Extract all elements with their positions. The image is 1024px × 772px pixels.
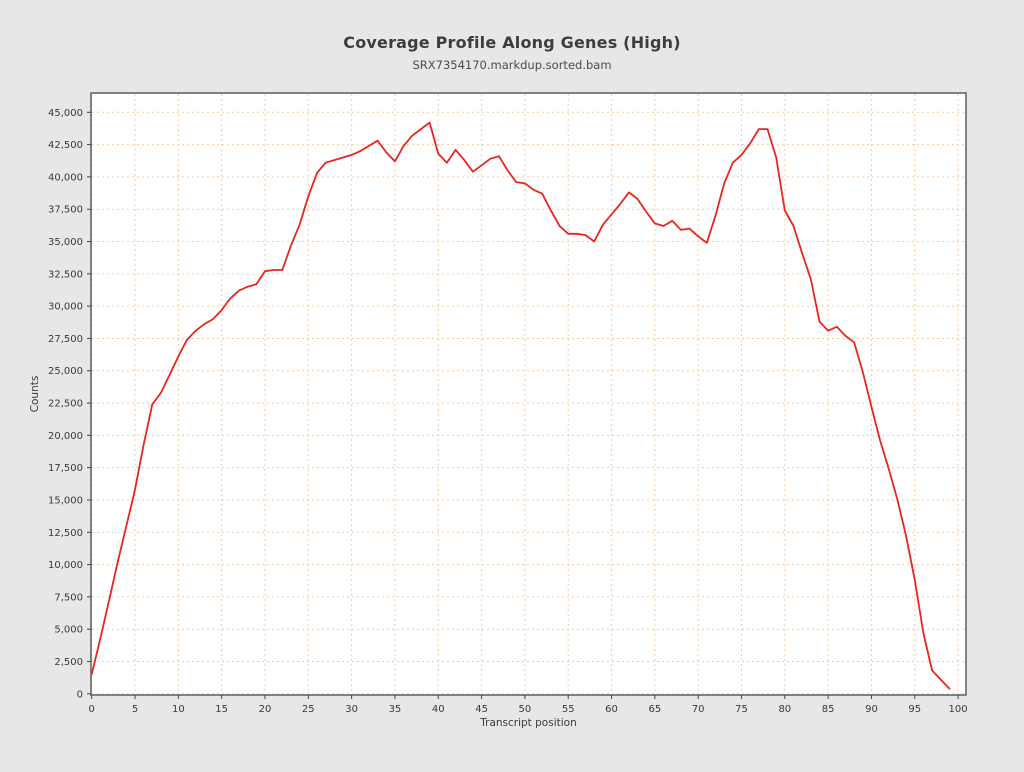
x-tick-label: 35: [389, 704, 402, 715]
y-tick-label: 5,000: [54, 625, 83, 636]
y-tick-label: 20,000: [48, 431, 83, 442]
chart-title: Coverage Profile Along Genes (High): [343, 33, 681, 52]
y-tick-label: 30,000: [48, 302, 83, 313]
x-tick-label: 80: [778, 704, 791, 715]
x-tick-label: 25: [302, 704, 315, 715]
series-line: [90, 121, 951, 690]
x-tick-label: 65: [648, 704, 661, 715]
y-tick-label: 2,500: [54, 657, 83, 668]
x-tick-label: 100: [949, 704, 968, 715]
y-tick-label: 22,500: [48, 399, 83, 410]
y-tick-label: 40,000: [48, 172, 83, 183]
y-tick-label: 0: [77, 689, 83, 700]
x-tick-label: 15: [215, 704, 228, 715]
x-tick-label: 90: [865, 704, 878, 715]
x-tick-label: 55: [562, 704, 575, 715]
y-tick-label: 42,500: [48, 140, 83, 151]
y-tick-label: 17,500: [48, 463, 83, 474]
y-tick-label: 25,000: [48, 366, 83, 377]
x-tick-label: 0: [89, 704, 95, 715]
y-tick-label: 35,000: [48, 237, 83, 248]
y-tick-label: 15,000: [48, 495, 83, 506]
y-tick-label: 45,000: [48, 108, 83, 119]
plot-frame: [90, 92, 967, 696]
x-tick-label: 20: [259, 704, 272, 715]
y-tick-label: 10,000: [48, 560, 83, 571]
x-axis-label: Transcript position: [479, 717, 576, 729]
x-tick-label: 50: [519, 704, 532, 715]
y-tick-label: 27,500: [48, 334, 83, 345]
x-tick-label: 45: [475, 704, 488, 715]
x-tick-label: 85: [822, 704, 835, 715]
x-tick-label: 40: [432, 704, 445, 715]
y-tick-label: 12,500: [48, 528, 83, 539]
x-tick-label: 10: [172, 704, 185, 715]
y-tick-label: 37,500: [48, 205, 83, 216]
x-tick-label: 95: [908, 704, 921, 715]
y-axis-label: Counts: [29, 376, 41, 413]
chart-subtitle: SRX7354170.markdup.sorted.bam: [412, 58, 612, 72]
x-tick-label: 30: [345, 704, 358, 715]
y-tick-label: 32,500: [48, 269, 83, 280]
x-tick-label: 60: [605, 704, 618, 715]
x-tick-label: 70: [692, 704, 705, 715]
x-tick-label: 5: [132, 704, 138, 715]
y-tick-label: 7,500: [54, 592, 83, 603]
plot-area: [91, 93, 966, 695]
x-tick-label: 75: [735, 704, 748, 715]
